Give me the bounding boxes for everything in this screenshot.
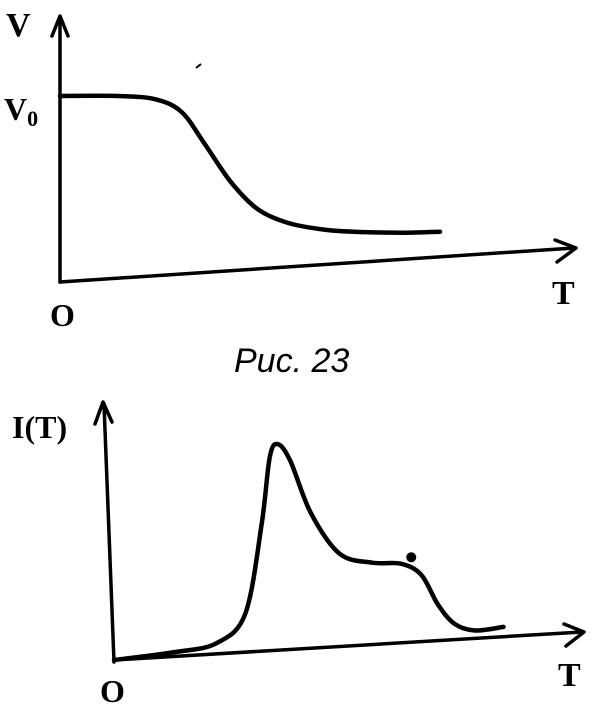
bottom-series-line <box>111 441 506 663</box>
bottom-x-axis-label: T <box>558 657 581 694</box>
top-x-axis-arrow <box>553 238 578 264</box>
figure-caption: Рис. 23 <box>234 342 349 380</box>
top-x-axis-label: T <box>552 275 575 312</box>
top-y-axis-label: V <box>6 7 31 44</box>
v0-label-main: V <box>4 91 27 127</box>
bottom-y-axis <box>102 402 116 664</box>
top-origin-label: O <box>50 297 75 333</box>
top-series-line <box>57 93 443 235</box>
v0-label: V0 <box>4 91 38 131</box>
bottom-y-axis-label: I(T) <box>12 409 67 445</box>
bottom-chart: I(T) O T <box>12 400 586 709</box>
top-x-axis <box>58 246 576 284</box>
bottom-point-marker <box>406 552 417 563</box>
bottom-x-axis <box>112 630 584 662</box>
bottom-x-axis-arrow <box>562 622 586 648</box>
stray-mark <box>195 63 202 69</box>
bottom-curve-0 <box>111 441 506 663</box>
v0-label-subscript: 0 <box>27 106 38 131</box>
top-curve-0 <box>57 93 443 235</box>
top-chart: V V0 O T <box>4 7 578 333</box>
bottom-y-axis-arrow <box>93 400 114 426</box>
top-y-axis-arrow <box>50 14 70 38</box>
bottom-origin-label: O <box>100 673 125 709</box>
